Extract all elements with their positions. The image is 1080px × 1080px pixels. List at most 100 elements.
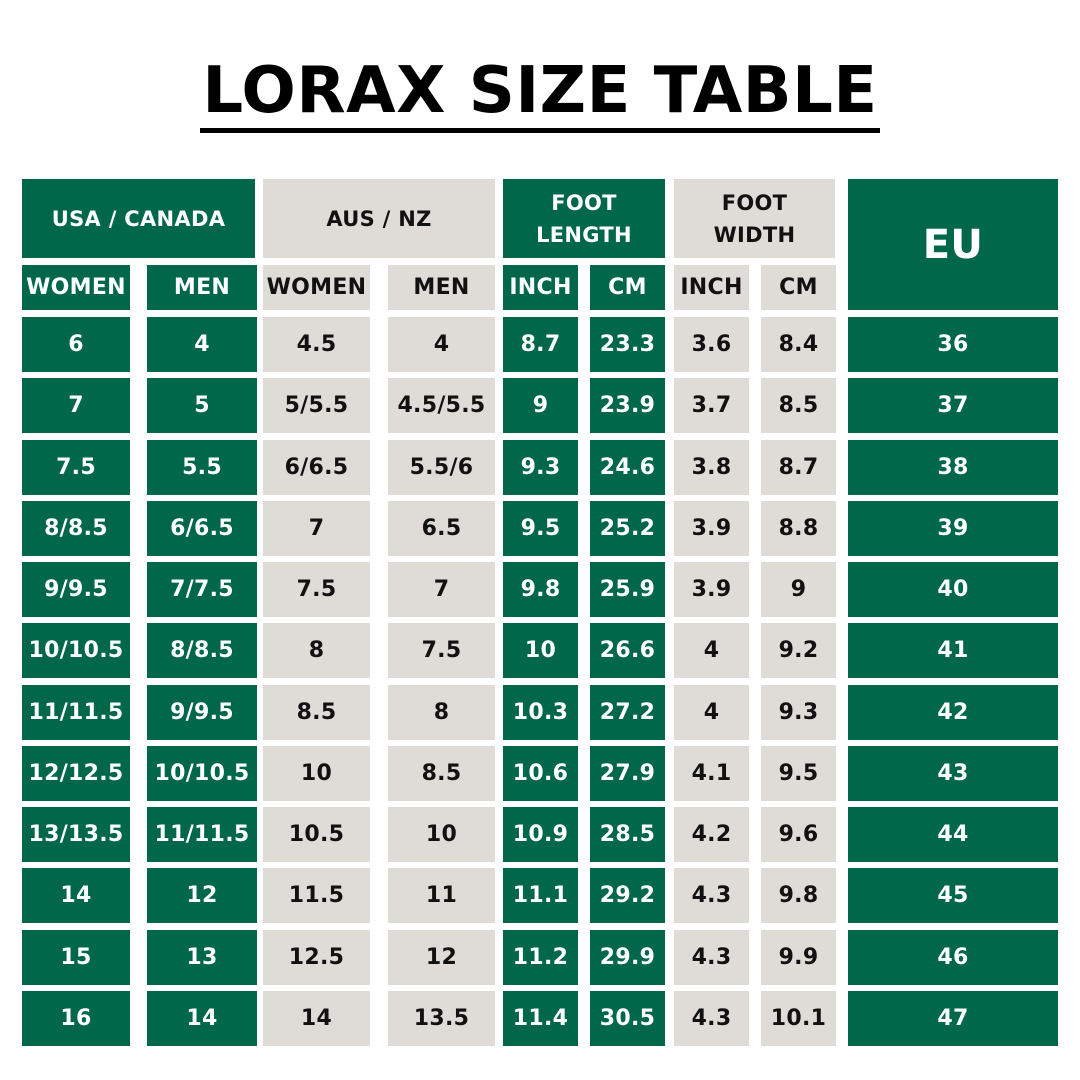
cell-width-inch: 3.9 bbox=[674, 562, 749, 617]
sub-aus-men: MEN bbox=[388, 265, 495, 310]
cell-usa-men: 14 bbox=[147, 991, 257, 1046]
cell-aus-women: 12.5 bbox=[263, 930, 370, 985]
cell-usa-men: 6/6.5 bbox=[147, 501, 257, 556]
cell-usa-women: 16 bbox=[22, 991, 130, 1046]
cell-usa-women: 13/13.5 bbox=[22, 807, 130, 862]
cell-usa-women: 14 bbox=[22, 868, 130, 923]
sub-length-inch: INCH bbox=[503, 265, 578, 310]
cell-aus-men: 6.5 bbox=[388, 501, 495, 556]
cell-eu: 37 bbox=[848, 378, 1058, 433]
cell-aus-women: 7.5 bbox=[263, 562, 370, 617]
cell-usa-men: 11/11.5 bbox=[147, 807, 257, 862]
cell-width-inch: 4.3 bbox=[674, 930, 749, 985]
header-usa-canada: USA / CANADA bbox=[22, 179, 255, 258]
cell-width-inch: 4 bbox=[674, 623, 749, 678]
header-aus-nz: AUS / NZ bbox=[263, 179, 495, 258]
cell-usa-women: 11/11.5 bbox=[22, 685, 130, 740]
cell-length-cm: 29.9 bbox=[590, 930, 665, 985]
cell-length-inch: 9 bbox=[503, 378, 578, 433]
cell-length-cm: 25.2 bbox=[590, 501, 665, 556]
title-text: LORAX SIZE TABLE bbox=[200, 55, 880, 133]
cell-width-inch: 4.3 bbox=[674, 868, 749, 923]
cell-width-inch: 3.6 bbox=[674, 317, 749, 372]
cell-width-cm: 8.4 bbox=[761, 317, 836, 372]
cell-aus-men: 7.5 bbox=[388, 623, 495, 678]
cell-length-cm: 28.5 bbox=[590, 807, 665, 862]
cell-aus-men: 10 bbox=[388, 807, 495, 862]
cell-eu: 36 bbox=[848, 317, 1058, 372]
cell-eu: 42 bbox=[848, 685, 1058, 740]
cell-length-cm: 25.9 bbox=[590, 562, 665, 617]
cell-width-inch: 3.7 bbox=[674, 378, 749, 433]
cell-eu: 39 bbox=[848, 501, 1058, 556]
cell-aus-men: 4 bbox=[388, 317, 495, 372]
cell-eu: 41 bbox=[848, 623, 1058, 678]
cell-width-cm: 9.2 bbox=[761, 623, 836, 678]
cell-eu: 38 bbox=[848, 440, 1058, 495]
cell-length-cm: 26.6 bbox=[590, 623, 665, 678]
cell-length-cm: 23.3 bbox=[590, 317, 665, 372]
cell-width-cm: 10.1 bbox=[761, 991, 836, 1046]
cell-width-cm: 8.5 bbox=[761, 378, 836, 433]
cell-length-cm: 30.5 bbox=[590, 991, 665, 1046]
cell-width-cm: 9.8 bbox=[761, 868, 836, 923]
header-foot-width: FOOT WIDTH bbox=[674, 179, 835, 258]
cell-width-cm: 9.9 bbox=[761, 930, 836, 985]
header-eu: EU bbox=[848, 179, 1058, 310]
cell-length-cm: 27.2 bbox=[590, 685, 665, 740]
cell-usa-women: 7.5 bbox=[22, 440, 130, 495]
cell-aus-men: 11 bbox=[388, 868, 495, 923]
cell-length-inch: 9.8 bbox=[503, 562, 578, 617]
sub-usa-men: MEN bbox=[147, 265, 257, 310]
cell-eu: 44 bbox=[848, 807, 1058, 862]
cell-eu: 46 bbox=[848, 930, 1058, 985]
sub-length-cm: CM bbox=[590, 265, 665, 310]
cell-length-cm: 27.9 bbox=[590, 746, 665, 801]
cell-aus-women: 8 bbox=[263, 623, 370, 678]
cell-usa-men: 9/9.5 bbox=[147, 685, 257, 740]
cell-usa-men: 4 bbox=[147, 317, 257, 372]
cell-usa-men: 13 bbox=[147, 930, 257, 985]
cell-usa-women: 6 bbox=[22, 317, 130, 372]
cell-length-cm: 29.2 bbox=[590, 868, 665, 923]
cell-usa-women: 9/9.5 bbox=[22, 562, 130, 617]
cell-aus-women: 6/6.5 bbox=[263, 440, 370, 495]
cell-length-inch: 8.7 bbox=[503, 317, 578, 372]
header-foot-length: FOOT LENGTH bbox=[503, 179, 665, 258]
cell-width-inch: 4 bbox=[674, 685, 749, 740]
cell-usa-men: 5.5 bbox=[147, 440, 257, 495]
cell-length-inch: 10.6 bbox=[503, 746, 578, 801]
cell-width-cm: 8.8 bbox=[761, 501, 836, 556]
cell-usa-men: 7/7.5 bbox=[147, 562, 257, 617]
cell-length-cm: 24.6 bbox=[590, 440, 665, 495]
cell-usa-women: 12/12.5 bbox=[22, 746, 130, 801]
cell-aus-women: 11.5 bbox=[263, 868, 370, 923]
cell-width-inch: 3.9 bbox=[674, 501, 749, 556]
cell-aus-women: 4.5 bbox=[263, 317, 370, 372]
cell-width-cm: 9.5 bbox=[761, 746, 836, 801]
cell-aus-men: 8 bbox=[388, 685, 495, 740]
cell-length-inch: 11.4 bbox=[503, 991, 578, 1046]
sub-aus-women: WOMEN bbox=[263, 265, 370, 310]
cell-aus-women: 10 bbox=[263, 746, 370, 801]
cell-width-cm: 9 bbox=[761, 562, 836, 617]
cell-usa-women: 15 bbox=[22, 930, 130, 985]
cell-length-inch: 11.1 bbox=[503, 868, 578, 923]
cell-usa-women: 8/8.5 bbox=[22, 501, 130, 556]
cell-aus-women: 14 bbox=[263, 991, 370, 1046]
cell-width-inch: 4.3 bbox=[674, 991, 749, 1046]
cell-usa-women: 10/10.5 bbox=[22, 623, 130, 678]
cell-aus-women: 7 bbox=[263, 501, 370, 556]
cell-length-inch: 10 bbox=[503, 623, 578, 678]
cell-eu: 47 bbox=[848, 991, 1058, 1046]
cell-length-inch: 11.2 bbox=[503, 930, 578, 985]
cell-aus-men: 8.5 bbox=[388, 746, 495, 801]
cell-aus-men: 7 bbox=[388, 562, 495, 617]
cell-aus-men: 5.5/6 bbox=[388, 440, 495, 495]
cell-length-inch: 10.3 bbox=[503, 685, 578, 740]
cell-length-inch: 9.5 bbox=[503, 501, 578, 556]
cell-aus-men: 12 bbox=[388, 930, 495, 985]
sub-width-cm: CM bbox=[761, 265, 836, 310]
page-title: LORAX SIZE TABLE bbox=[0, 55, 1080, 133]
cell-usa-women: 7 bbox=[22, 378, 130, 433]
